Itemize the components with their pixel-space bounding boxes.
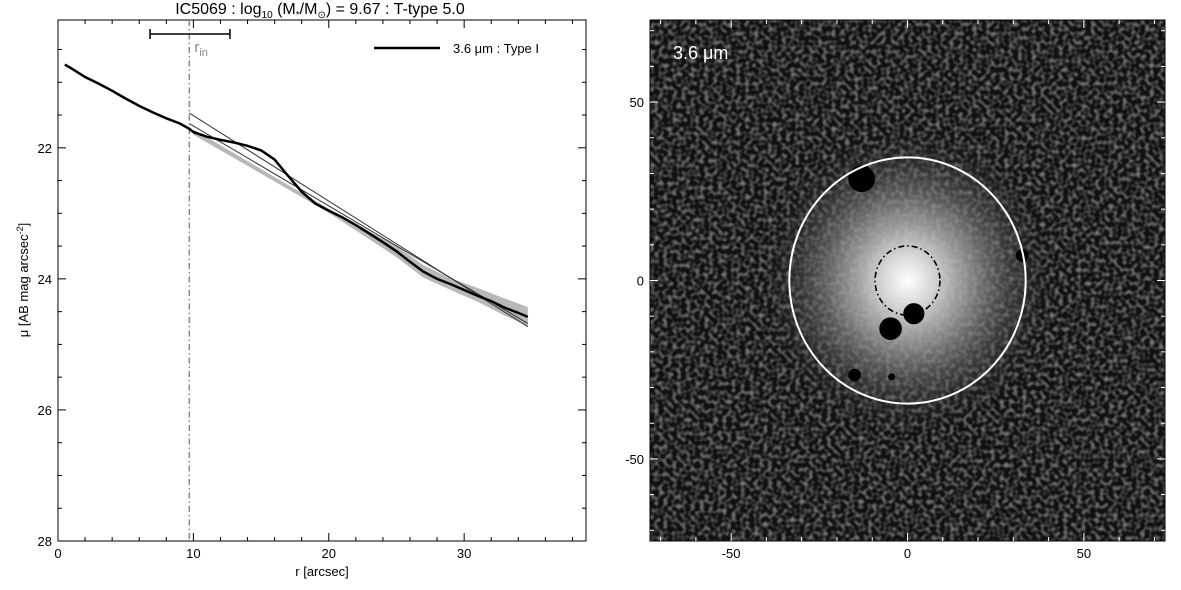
- x-axis-label: r [arcsec]: [295, 564, 348, 579]
- x-tick-label: 20: [322, 546, 336, 561]
- image-tick-labels: -50 0 50 -50 0 50: [625, 95, 1091, 561]
- y-tick-label: 22: [38, 141, 52, 156]
- r-in-range-bar: [149, 29, 231, 39]
- image-y-tick-label: 0: [637, 274, 644, 289]
- image-y-tick-label: 50: [630, 95, 644, 110]
- legend-label: 3.6 μm : Type I: [453, 41, 539, 56]
- masked-source: [888, 373, 896, 381]
- chart-title: IC5069 : log10 (M*/M⊙) = 9.67 : T-type 5…: [175, 1, 465, 22]
- x-tick-label: 0: [54, 546, 61, 561]
- image-x-tick-label: 50: [1077, 546, 1091, 561]
- plot-tick-labels: 0 10 20 30 22 24 26 28: [38, 141, 472, 561]
- masked-sources: [848, 165, 1029, 382]
- band-label: 3.6 μm: [673, 43, 728, 63]
- plot-frame: [57, 19, 587, 542]
- image-ticks: [650, 20, 1165, 541]
- image-background: [650, 20, 1165, 541]
- profile-line: [64, 63, 529, 319]
- x-tick-label: 10: [186, 546, 200, 561]
- fit-line: [189, 123, 529, 324]
- masked-source: [1015, 249, 1029, 262]
- inner-ellipse: [874, 245, 941, 316]
- fit-line: [189, 112, 529, 328]
- masked-source: [879, 317, 902, 340]
- y-tick-label: 24: [38, 272, 52, 287]
- image-x-tick-label: -50: [722, 546, 741, 561]
- masked-source: [848, 165, 876, 193]
- masked-source: [848, 368, 861, 382]
- y-tick-label: 26: [38, 403, 52, 418]
- r-in-label: rin: [194, 39, 208, 59]
- y-axis-label: μ [AB mag arcsec-2]: [15, 223, 31, 338]
- outer-ellipse: [788, 156, 1027, 405]
- galaxy-glow: [759, 126, 1056, 435]
- image-y-tick-label: -50: [625, 452, 644, 467]
- profile-plot: 0 10 20 30 22 24 26 28 rin 3.6 μm : Type I r [a…: [15, 19, 587, 579]
- image-noise: [650, 20, 1165, 541]
- x-tick-label: 30: [457, 546, 471, 561]
- y-tick-label: 28: [38, 534, 52, 549]
- masked-source: [903, 303, 925, 325]
- fit-lines: [189, 112, 529, 328]
- plot-ticks: [57, 20, 586, 542]
- image-frame: [649, 19, 1166, 542]
- image-x-tick-label: 0: [904, 546, 911, 561]
